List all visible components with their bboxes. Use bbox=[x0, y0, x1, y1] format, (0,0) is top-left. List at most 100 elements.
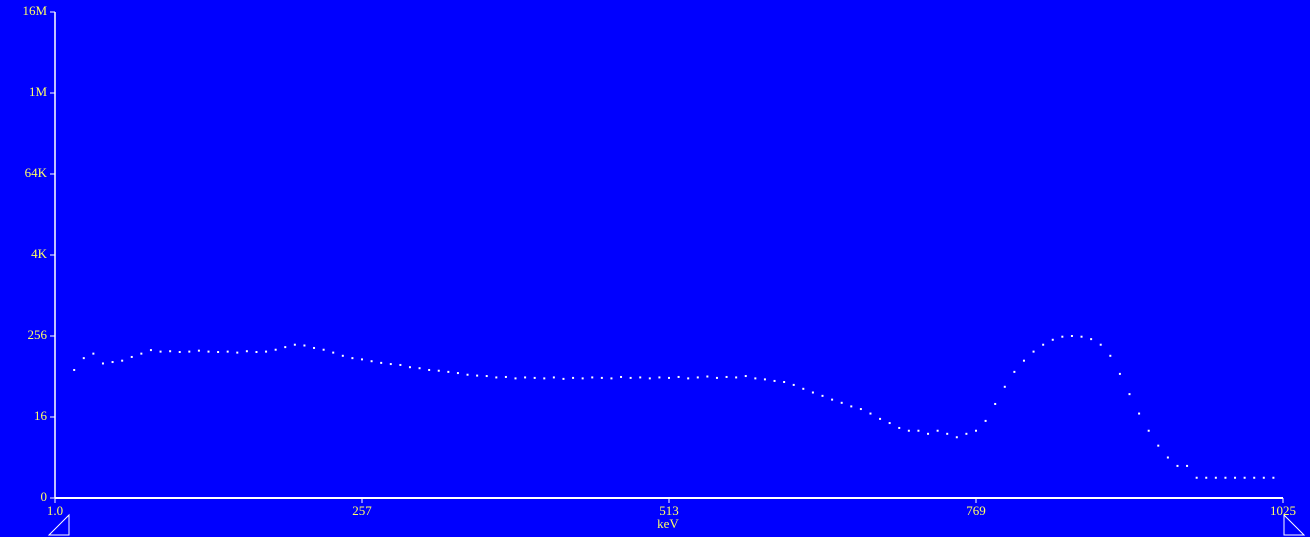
data-point bbox=[1234, 476, 1237, 479]
data-point bbox=[418, 367, 421, 370]
data-point bbox=[773, 379, 776, 382]
y-tick-label: 16M bbox=[22, 3, 47, 18]
data-point bbox=[101, 362, 104, 365]
data-point bbox=[217, 351, 220, 354]
data-point bbox=[572, 376, 575, 379]
data-point bbox=[121, 359, 124, 362]
data-point bbox=[1109, 354, 1112, 357]
data-point bbox=[82, 357, 85, 360]
data-point bbox=[1061, 335, 1064, 338]
data-point bbox=[562, 377, 565, 380]
data-point bbox=[850, 405, 853, 408]
data-point bbox=[811, 391, 814, 394]
data-point bbox=[130, 355, 133, 358]
data-point bbox=[1253, 476, 1256, 479]
y-tick-label: 16 bbox=[34, 408, 48, 423]
data-point bbox=[802, 387, 805, 390]
data-point bbox=[514, 377, 517, 380]
data-point bbox=[658, 376, 661, 379]
data-point bbox=[917, 429, 920, 432]
data-point bbox=[504, 375, 507, 378]
data-point bbox=[792, 383, 795, 386]
data-point bbox=[725, 375, 728, 378]
data-point bbox=[763, 378, 766, 381]
data-point bbox=[648, 377, 651, 380]
data-point bbox=[370, 360, 373, 363]
data-point bbox=[821, 394, 824, 397]
data-point bbox=[735, 376, 738, 379]
data-point bbox=[984, 419, 987, 422]
data-point bbox=[869, 412, 872, 415]
data-point bbox=[859, 408, 862, 411]
data-point bbox=[1138, 412, 1141, 415]
data-point bbox=[149, 349, 152, 352]
data-point bbox=[476, 374, 479, 377]
data-point bbox=[639, 376, 642, 379]
data-point bbox=[1205, 476, 1208, 479]
data-point bbox=[1214, 476, 1217, 479]
data-point bbox=[994, 402, 997, 405]
data-point bbox=[284, 346, 287, 349]
data-point bbox=[1118, 372, 1121, 375]
data-point bbox=[1195, 476, 1198, 479]
data-point bbox=[975, 429, 977, 432]
data-point bbox=[1051, 338, 1054, 341]
data-point bbox=[600, 376, 603, 379]
data-point bbox=[533, 376, 536, 379]
x-tick-label: 769 bbox=[966, 503, 986, 518]
right-marker bbox=[1283, 513, 1306, 536]
data-point bbox=[965, 432, 968, 435]
data-point bbox=[111, 361, 114, 364]
data-point bbox=[1224, 476, 1227, 479]
data-point bbox=[687, 377, 690, 380]
data-point bbox=[1243, 476, 1246, 479]
data-point bbox=[92, 352, 95, 355]
y-tick-label: 64K bbox=[25, 165, 48, 180]
data-point bbox=[428, 368, 431, 371]
data-point bbox=[552, 376, 555, 379]
data-point bbox=[188, 350, 191, 353]
data-point bbox=[1147, 429, 1150, 432]
data-point bbox=[1272, 476, 1275, 479]
data-point bbox=[907, 429, 910, 432]
data-point bbox=[1128, 393, 1131, 396]
y-tick-label: 256 bbox=[28, 327, 48, 342]
data-point bbox=[389, 363, 392, 366]
data-point bbox=[313, 346, 316, 349]
data-point bbox=[399, 363, 402, 366]
x-tick-label: 1.0 bbox=[47, 503, 63, 518]
data-point bbox=[159, 350, 162, 353]
data-point bbox=[696, 376, 699, 379]
data-point bbox=[495, 376, 498, 379]
data-point bbox=[946, 432, 949, 435]
data-point bbox=[1070, 335, 1073, 337]
data-point bbox=[677, 375, 680, 378]
data-point bbox=[955, 436, 958, 439]
y-tick-label: 4K bbox=[31, 246, 48, 261]
data-point bbox=[447, 370, 450, 373]
data-point bbox=[274, 348, 277, 351]
data-point bbox=[610, 377, 613, 380]
data-point bbox=[879, 417, 882, 420]
data-point bbox=[715, 376, 718, 379]
data-point bbox=[1176, 464, 1179, 467]
data-point bbox=[1262, 476, 1265, 479]
data-point bbox=[591, 376, 594, 379]
data-point bbox=[361, 358, 363, 361]
data-point bbox=[265, 350, 268, 353]
data-point bbox=[140, 352, 143, 355]
y-tick-label: 1M bbox=[29, 84, 48, 99]
data-point bbox=[1032, 350, 1035, 353]
data-point bbox=[629, 376, 632, 379]
y-tick-label: 0 bbox=[41, 489, 48, 504]
data-point bbox=[466, 373, 469, 376]
data-point bbox=[620, 375, 623, 378]
x-tick-label: 513 bbox=[659, 503, 679, 518]
data-point bbox=[169, 350, 172, 353]
data-point bbox=[197, 349, 200, 352]
data-point bbox=[524, 376, 527, 379]
data-point bbox=[351, 357, 354, 360]
data-point bbox=[543, 377, 546, 380]
data-point bbox=[408, 366, 411, 369]
